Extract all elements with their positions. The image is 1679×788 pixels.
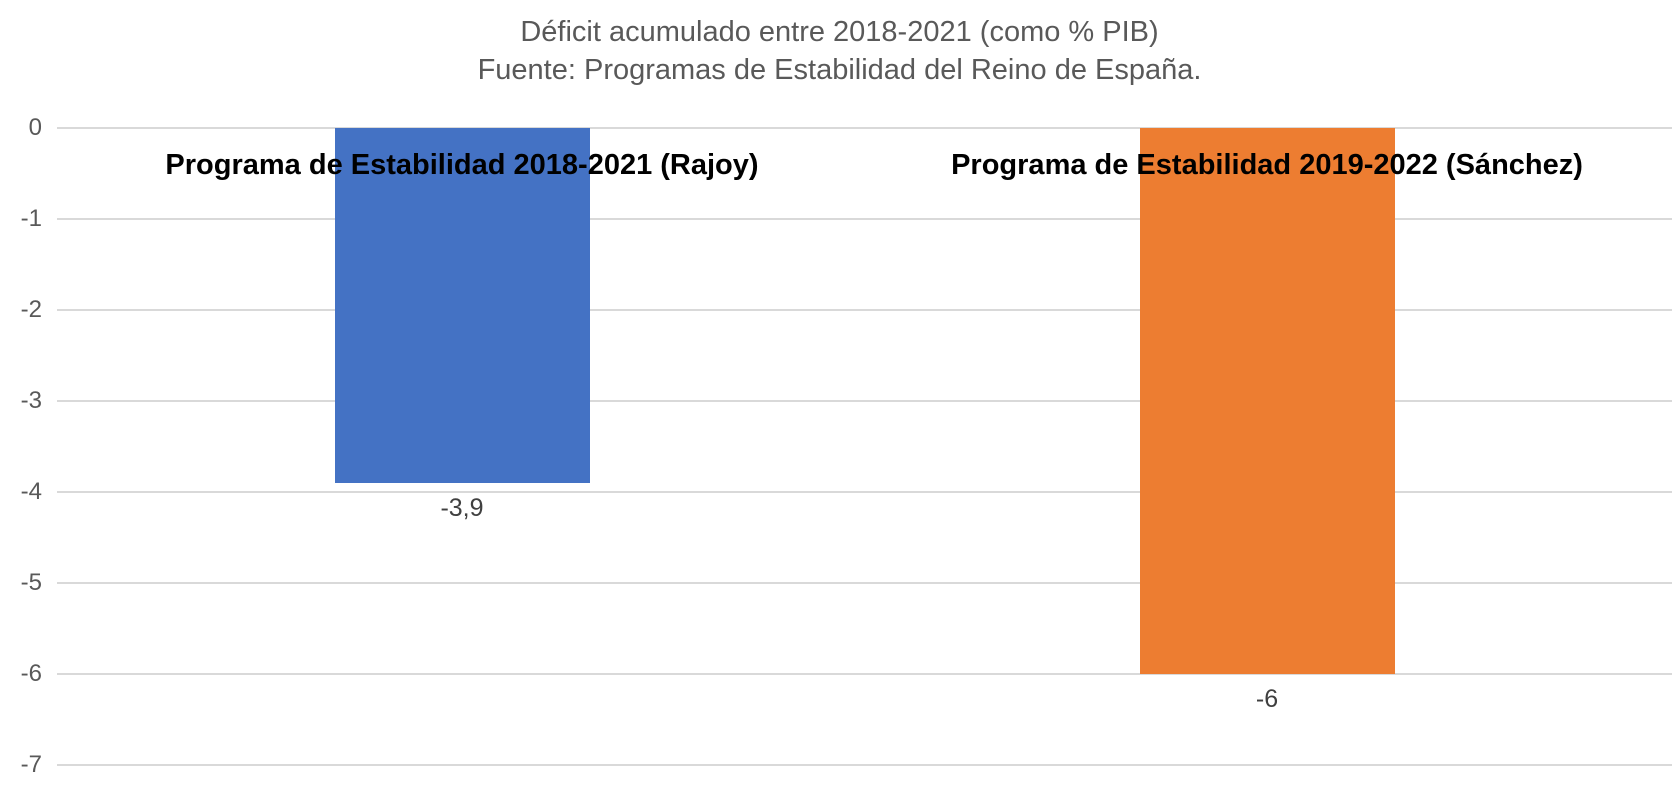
category-label-sanchez: Programa de Estabilidad 2019-2022 (Sánch…	[951, 149, 1583, 181]
gridline--7	[57, 764, 1672, 766]
y-axis-tick-label: -2	[20, 296, 42, 323]
y-axis-tick-label: -1	[20, 205, 42, 232]
gridline--6	[57, 673, 1672, 675]
data-label-sanchez: -6	[1255, 685, 1279, 713]
gridline--3	[57, 400, 1672, 402]
bar-sanchez	[1139, 128, 1395, 674]
chart-subtitle: Fuente: Programas de Estabilidad del Rei…	[477, 54, 1202, 86]
y-axis-tick-label: -6	[20, 660, 42, 687]
gridline-0	[57, 127, 1672, 129]
data-label-rajoy: -3,9	[440, 493, 484, 522]
y-axis-tick-label: -7	[20, 751, 42, 778]
y-axis-tick-label: -3	[20, 387, 42, 414]
chart-title-block: Déficit acumulado entre 2018-2021 (como …	[0, 13, 1679, 89]
y-axis-tick-label: 0	[28, 114, 42, 141]
y-axis-tick-label: -5	[20, 569, 42, 596]
gridline--4	[57, 491, 1672, 493]
gridline--5	[57, 582, 1672, 584]
chart-title: Déficit acumulado entre 2018-2021 (como …	[520, 16, 1159, 48]
gridline--2	[57, 309, 1672, 311]
y-axis-tick-label: -4	[20, 478, 42, 505]
bar-rajoy	[334, 128, 590, 483]
category-label-rajoy: Programa de Estabilidad 2018-2021 (Rajoy…	[165, 149, 759, 181]
gridline--1	[57, 218, 1672, 220]
